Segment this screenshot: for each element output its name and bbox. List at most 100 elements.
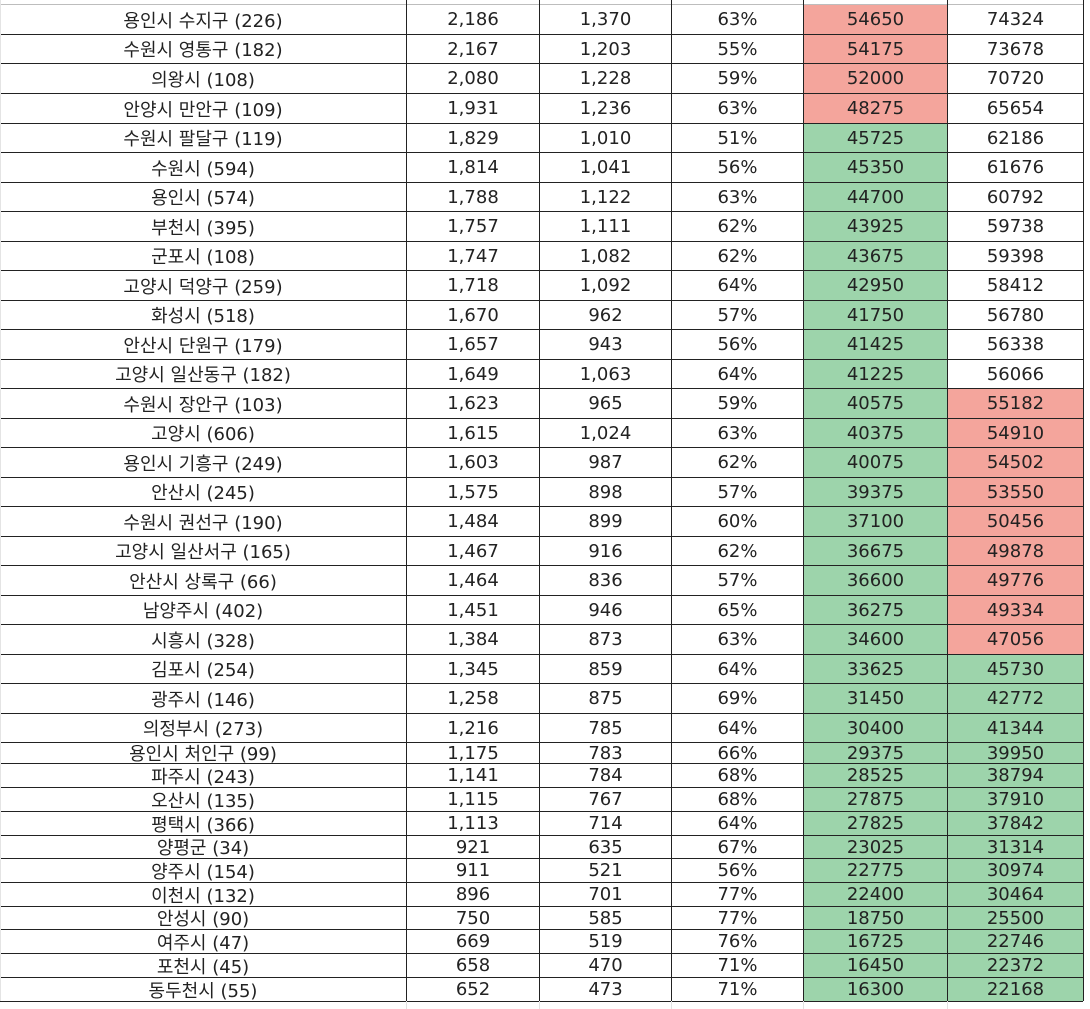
cell-value-a[interactable]: 37100 xyxy=(804,507,947,536)
cell-value-b[interactable]: 30464 xyxy=(948,883,1083,906)
cell-region[interactable]: 수원시 권선구 (190) xyxy=(123,512,283,534)
cell-ratio[interactable]: 62% xyxy=(717,245,758,267)
cell-ratio[interactable]: 64% xyxy=(717,363,758,385)
cell-ratio[interactable]: 64% xyxy=(717,275,758,296)
cell-ratio[interactable]: 76% xyxy=(717,931,758,952)
cell-value-b[interactable]: 50456 xyxy=(948,507,1083,536)
cell-count[interactable]: 1,451 xyxy=(447,599,499,621)
cell-value-b[interactable]: 22372 xyxy=(948,954,1083,977)
cell-value-a[interactable]: 23025 xyxy=(804,836,947,858)
cell-value-b[interactable]: 60792 xyxy=(986,186,1045,208)
cell-ratio[interactable]: 63% xyxy=(717,9,758,30)
cell-count[interactable]: 669 xyxy=(455,931,491,952)
cell-subcount[interactable]: 783 xyxy=(588,743,623,763)
cell-value-a[interactable]: 18750 xyxy=(804,907,947,929)
cell-subcount[interactable]: 873 xyxy=(588,629,623,650)
cell-value-a[interactable]: 48275 xyxy=(804,94,947,123)
cell-region[interactable]: 포천시 (45) xyxy=(156,956,250,978)
cell-region[interactable]: 여주시 (47) xyxy=(156,932,250,954)
cell-value-a[interactable]: 36675 xyxy=(804,537,947,565)
cell-value-a[interactable]: 45725 xyxy=(804,124,947,152)
cell-ratio[interactable]: 59% xyxy=(717,68,758,89)
cell-ratio[interactable]: 63% xyxy=(717,629,758,650)
cell-subcount[interactable]: 943 xyxy=(588,334,623,355)
cell-value-a[interactable]: 39375 xyxy=(804,478,947,506)
cell-region[interactable]: 안산시 단원구 (179) xyxy=(123,335,283,357)
cell-value-b[interactable]: 37910 xyxy=(948,788,1083,811)
cell-count[interactable]: 1,603 xyxy=(447,452,499,473)
cell-value-b[interactable]: 65654 xyxy=(986,98,1045,119)
cell-count[interactable]: 2,080 xyxy=(447,68,499,89)
cell-subcount[interactable]: 1,063 xyxy=(579,363,632,385)
cell-ratio[interactable]: 56% xyxy=(717,157,758,178)
cell-count[interactable]: 1,615 xyxy=(447,422,499,444)
cell-region[interactable]: 부천시 (395) xyxy=(151,217,255,239)
cell-ratio[interactable]: 57% xyxy=(717,570,758,591)
cell-region[interactable]: 오산시 (135) xyxy=(151,790,255,812)
cell-count[interactable]: 1,115 xyxy=(447,789,499,810)
cell-count[interactable]: 750 xyxy=(455,907,491,929)
cell-value-b[interactable]: 49776 xyxy=(948,566,1083,595)
cell-value-a[interactable]: 36600 xyxy=(804,566,947,595)
cell-value-a[interactable]: 41225 xyxy=(804,360,947,388)
cell-subcount[interactable]: 836 xyxy=(588,570,623,591)
cell-ratio[interactable]: 57% xyxy=(717,481,758,503)
cell-value-b[interactable]: 41344 xyxy=(948,714,1083,742)
cell-value-b[interactable]: 38794 xyxy=(948,764,1083,787)
cell-value-b[interactable]: 49334 xyxy=(948,596,1083,624)
cell-ratio[interactable]: 63% xyxy=(717,422,758,444)
cell-region[interactable]: 안산시 상록구 (66) xyxy=(129,571,277,593)
cell-subcount[interactable]: 859 xyxy=(588,658,623,680)
cell-ratio[interactable]: 71% xyxy=(717,955,758,976)
cell-count[interactable]: 1,467 xyxy=(447,540,499,562)
cell-ratio[interactable]: 60% xyxy=(717,511,758,532)
cell-value-a[interactable]: 41425 xyxy=(804,330,947,359)
cell-value-a[interactable]: 31450 xyxy=(804,684,947,713)
cell-region[interactable]: 의왕시 (108) xyxy=(151,69,255,91)
cell-value-a[interactable]: 16725 xyxy=(804,930,947,953)
cell-count[interactable]: 1,718 xyxy=(447,275,499,296)
cell-value-b[interactable]: 49878 xyxy=(948,537,1083,565)
cell-region[interactable]: 이천시 (132) xyxy=(151,885,255,907)
cell-ratio[interactable]: 67% xyxy=(717,836,758,858)
cell-value-a[interactable]: 22775 xyxy=(804,859,947,882)
cell-subcount[interactable]: 521 xyxy=(588,860,623,881)
cell-subcount[interactable]: 987 xyxy=(588,452,623,473)
cell-subcount[interactable]: 875 xyxy=(588,688,623,709)
cell-value-a[interactable]: 43925 xyxy=(804,212,947,241)
cell-subcount[interactable]: 962 xyxy=(588,304,623,326)
cell-subcount[interactable]: 1,092 xyxy=(579,275,632,296)
cell-subcount[interactable]: 1,024 xyxy=(579,422,632,444)
cell-subcount[interactable]: 1,041 xyxy=(579,157,632,178)
cell-ratio[interactable]: 62% xyxy=(717,216,758,237)
cell-value-b[interactable]: 42772 xyxy=(948,684,1083,713)
cell-ratio[interactable]: 69% xyxy=(717,688,758,709)
cell-region[interactable]: 안산시 (245) xyxy=(151,483,255,504)
cell-subcount[interactable]: 1,236 xyxy=(579,98,632,119)
cell-count[interactable]: 1,464 xyxy=(447,570,499,591)
cell-value-b[interactable]: 25500 xyxy=(948,907,1083,929)
cell-value-a[interactable]: 41750 xyxy=(804,301,947,329)
cell-region[interactable]: 시흥시 (328) xyxy=(151,630,255,652)
cell-subcount[interactable]: 714 xyxy=(588,813,623,834)
cell-count[interactable]: 1,757 xyxy=(447,216,499,237)
cell-value-b[interactable]: 59738 xyxy=(986,216,1045,237)
cell-ratio[interactable]: 77% xyxy=(717,907,758,929)
cell-subcount[interactable]: 473 xyxy=(588,979,623,1000)
cell-count[interactable]: 1,814 xyxy=(447,157,499,178)
cell-subcount[interactable]: 767 xyxy=(588,789,623,810)
cell-region[interactable]: 군포시 (108) xyxy=(151,247,255,268)
cell-region[interactable]: 고양시 일산서구 (165) xyxy=(115,542,291,563)
cell-region[interactable]: 고양시 (606) xyxy=(151,424,255,445)
cell-value-b[interactable]: 56338 xyxy=(986,334,1045,355)
cell-count[interactable]: 652 xyxy=(455,979,491,1000)
cell-subcount[interactable]: 1,203 xyxy=(579,38,632,60)
cell-subcount[interactable]: 519 xyxy=(588,931,623,952)
cell-count[interactable]: 1,657 xyxy=(447,334,499,355)
cell-value-a[interactable]: 16450 xyxy=(804,954,947,977)
cell-value-b[interactable]: 55182 xyxy=(948,389,1083,418)
cell-subcount[interactable]: 1,228 xyxy=(579,68,632,89)
cell-region[interactable]: 용인시 (574) xyxy=(151,188,255,209)
cell-ratio[interactable]: 62% xyxy=(717,452,758,473)
cell-region[interactable]: 용인시 기흥구 (249) xyxy=(123,453,283,475)
